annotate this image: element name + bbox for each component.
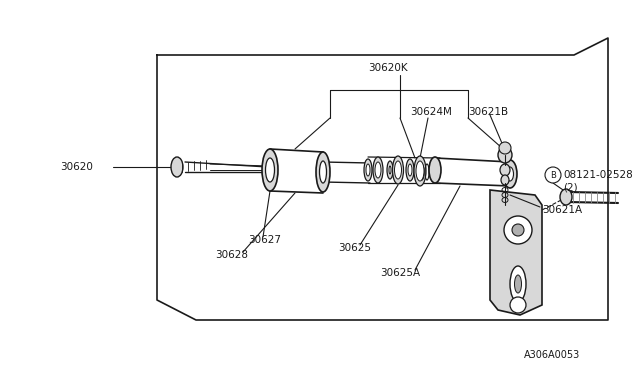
Ellipse shape xyxy=(510,266,526,302)
Text: 08121-02528: 08121-02528 xyxy=(563,170,633,180)
Polygon shape xyxy=(490,190,542,315)
Circle shape xyxy=(545,167,561,183)
Ellipse shape xyxy=(560,189,572,205)
Text: 30621B: 30621B xyxy=(468,107,508,117)
Circle shape xyxy=(504,216,532,244)
Ellipse shape xyxy=(373,157,383,183)
Ellipse shape xyxy=(375,162,381,178)
Ellipse shape xyxy=(500,164,510,176)
Ellipse shape xyxy=(389,166,391,174)
Ellipse shape xyxy=(364,159,372,181)
Ellipse shape xyxy=(392,156,403,184)
Ellipse shape xyxy=(498,147,512,163)
Ellipse shape xyxy=(501,175,509,185)
Text: 30621A: 30621A xyxy=(542,205,582,215)
Circle shape xyxy=(512,224,524,236)
Text: 30625: 30625 xyxy=(338,243,371,253)
Ellipse shape xyxy=(506,167,513,181)
Ellipse shape xyxy=(429,157,441,183)
Ellipse shape xyxy=(366,164,370,176)
Text: B: B xyxy=(550,170,556,180)
Ellipse shape xyxy=(171,157,183,177)
Text: (2): (2) xyxy=(563,182,578,192)
Ellipse shape xyxy=(416,161,424,181)
Ellipse shape xyxy=(266,158,275,182)
Ellipse shape xyxy=(387,161,393,179)
Ellipse shape xyxy=(316,152,330,192)
Ellipse shape xyxy=(406,159,414,181)
Circle shape xyxy=(499,142,511,154)
Text: 30620K: 30620K xyxy=(368,63,408,73)
Circle shape xyxy=(510,297,526,313)
Ellipse shape xyxy=(319,161,326,183)
Text: A306A0053: A306A0053 xyxy=(524,350,580,360)
Ellipse shape xyxy=(262,149,278,191)
Ellipse shape xyxy=(515,275,522,293)
Text: 30625A: 30625A xyxy=(380,268,420,278)
Ellipse shape xyxy=(414,156,426,186)
Ellipse shape xyxy=(394,161,401,179)
Text: 30620: 30620 xyxy=(60,162,93,172)
Text: 30627: 30627 xyxy=(248,235,281,245)
Text: 30624M: 30624M xyxy=(410,107,452,117)
Ellipse shape xyxy=(503,160,517,188)
Text: 30628: 30628 xyxy=(215,250,248,260)
Ellipse shape xyxy=(408,164,412,176)
